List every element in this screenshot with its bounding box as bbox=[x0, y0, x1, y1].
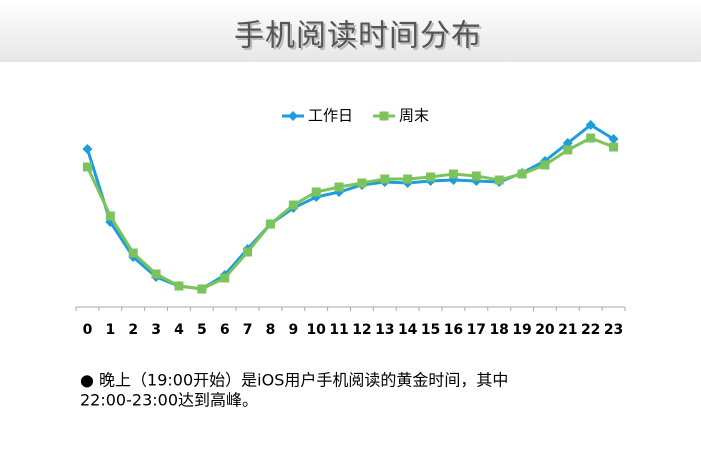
x-tick-label: 4 bbox=[174, 322, 184, 338]
x-tick-label: 22 bbox=[581, 322, 600, 338]
legend-label: 工作日 bbox=[308, 107, 353, 125]
x-tick-label: 15 bbox=[421, 322, 440, 338]
note-line: ● 晚上（19:00开始）是iOS用户手机阅读的黄金时间，其中 bbox=[80, 371, 508, 390]
point bbox=[380, 174, 390, 184]
x-tick-label: 20 bbox=[535, 322, 555, 338]
point bbox=[288, 200, 298, 210]
series-line bbox=[86, 136, 615, 291]
x-tick-label: 18 bbox=[489, 322, 508, 338]
x-tick-label: 6 bbox=[220, 322, 230, 338]
x-tick-label: 10 bbox=[306, 322, 326, 338]
point bbox=[585, 120, 596, 130]
x-tick-label: 17 bbox=[467, 322, 486, 338]
x-tick-label: 12 bbox=[352, 322, 371, 338]
x-tick-label: 0 bbox=[83, 322, 93, 338]
point bbox=[220, 273, 230, 283]
point bbox=[563, 145, 573, 155]
title-band bbox=[0, 0, 701, 62]
note-line: 22:00-23:00达到高峰。 bbox=[80, 391, 258, 410]
point bbox=[243, 247, 253, 257]
x-tick-label: 9 bbox=[288, 322, 298, 338]
point bbox=[174, 281, 184, 291]
point bbox=[540, 160, 550, 170]
x-tick-label: 21 bbox=[558, 322, 577, 338]
x-tick-label: 3 bbox=[151, 322, 161, 338]
x-tick-label: 13 bbox=[375, 322, 394, 338]
x-tick-label: 19 bbox=[512, 322, 531, 338]
point bbox=[471, 171, 481, 181]
point bbox=[151, 269, 161, 279]
point bbox=[82, 162, 92, 172]
x-tick-label: 11 bbox=[329, 322, 348, 338]
point bbox=[426, 172, 436, 182]
x-tick-label: 8 bbox=[266, 322, 276, 338]
x-tick-label: 1 bbox=[105, 322, 115, 338]
point bbox=[82, 144, 93, 154]
x-tick-label: 23 bbox=[604, 322, 623, 338]
point bbox=[403, 174, 413, 184]
point bbox=[265, 219, 275, 229]
chart-title: 手机阅读时间分布 bbox=[234, 19, 482, 54]
x-tick-label: 5 bbox=[197, 322, 207, 338]
point bbox=[357, 178, 367, 188]
point bbox=[448, 169, 458, 179]
point bbox=[128, 248, 138, 258]
point bbox=[379, 111, 389, 121]
point bbox=[334, 182, 344, 192]
point bbox=[586, 133, 596, 143]
point bbox=[609, 142, 619, 152]
series-line bbox=[86, 123, 615, 291]
x-tick-label: 16 bbox=[444, 322, 463, 338]
x-tick-label: 7 bbox=[243, 322, 253, 338]
x-tick-label: 2 bbox=[128, 322, 138, 338]
point bbox=[608, 134, 619, 144]
point bbox=[311, 187, 321, 197]
point bbox=[288, 111, 298, 121]
point bbox=[494, 175, 504, 185]
point bbox=[105, 211, 115, 221]
title-shadow: 手机阅读时间分布 bbox=[236, 21, 484, 56]
x-tick-label: 14 bbox=[398, 322, 418, 338]
legend-label: 周末 bbox=[399, 107, 429, 125]
point bbox=[197, 284, 207, 294]
point bbox=[517, 169, 527, 179]
